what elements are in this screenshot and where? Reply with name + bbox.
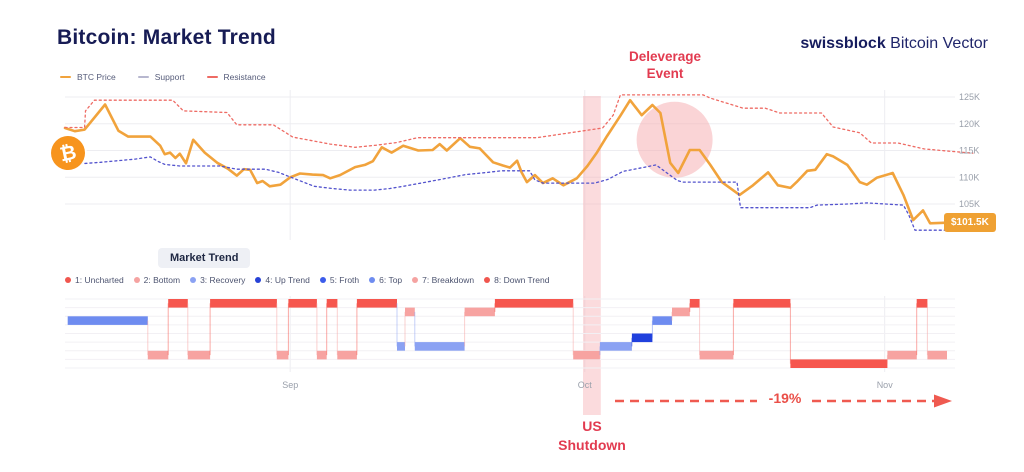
regime-segment-2 [187, 350, 211, 360]
regime-segment-2 [276, 350, 289, 360]
x-axis-label: Oct [578, 380, 593, 390]
deleverage-highlight-circle [636, 101, 713, 178]
regime-dot-icon [319, 277, 326, 283]
regime-segment-8 [689, 299, 700, 308]
regime-segment-1 [790, 359, 888, 368]
regime-dot-icon [190, 277, 197, 283]
regime-segment-2 [699, 350, 734, 360]
legend-item-btc-price: BTC Price [60, 72, 116, 82]
legend-dash-icon [137, 76, 149, 78]
current-price-badge: $101.5K [944, 213, 996, 232]
regime-segment-3 [414, 342, 465, 351]
brand-product: Bitcoin Vector [885, 35, 988, 52]
regime-dot-icon [255, 277, 262, 283]
regime-dot-icon [133, 277, 140, 283]
legend-label: BTC Price [77, 72, 116, 82]
regime-segment-4 [631, 333, 653, 343]
regime-legend-item-7-breakdown: 7: Breakdown [412, 275, 474, 285]
regime-segment-8 [168, 299, 188, 308]
regime-segment-6 [652, 316, 672, 325]
regime-legend-label: 5: Froth [329, 275, 360, 285]
regime-legend-label: 1: Uncharted [75, 275, 124, 285]
regime-dot-icon [65, 277, 71, 283]
regime-segment-7 [464, 307, 495, 317]
regime-segment-8 [356, 299, 397, 308]
regime-segment-7 [672, 307, 690, 317]
legend-dash-icon [60, 76, 71, 78]
us-shutdown-line1: US [582, 418, 602, 434]
regime-segment-2 [573, 350, 600, 360]
deleverage-annotation-line2: Event [646, 66, 684, 81]
x-axis-label: Sep [282, 380, 298, 390]
deleverage-annotation-line1: Deleverage [628, 49, 702, 64]
price-chart-legend: BTC Price Support Resistance [60, 72, 266, 82]
regime-legend-item-1-uncharted: 1: Uncharted [65, 275, 124, 285]
legend-item-support: Support [137, 72, 185, 82]
regime-dot-icon [412, 277, 419, 283]
legend-label: Support [154, 72, 185, 82]
legend-dash-icon [206, 76, 218, 78]
regime-legend-label: 3: Recovery [200, 275, 246, 285]
drawdown-arrow-head [934, 394, 952, 408]
us-shutdown-band [583, 96, 601, 415]
regime-segment-8 [494, 299, 574, 308]
btc-price-line [63, 98, 949, 225]
regime-legend-item-5-froth: 5: Froth [319, 275, 360, 285]
y-axis-label: 125K [959, 92, 980, 102]
regime-legend-item-6-top: 6: Top [369, 275, 402, 285]
regime-legend-label: 4: Up Trend [265, 275, 310, 285]
legend-item-resistance: Resistance [206, 72, 266, 82]
us-shutdown-annotation: US Shutdown [527, 417, 657, 455]
regime-legend: 1: Uncharted 2: Bottom 3: Recovery 4: Up Tr… [65, 275, 549, 285]
regime-segment-7 [405, 307, 415, 317]
regime-segment-8 [733, 299, 791, 308]
brand-name: swissblock [800, 35, 886, 52]
y-axis-label: 105K [959, 199, 980, 209]
deleverage-event-annotation: Deleverage Event [600, 48, 730, 82]
legend-label: Resistance [223, 72, 266, 82]
regime-segment-2 [337, 350, 357, 360]
regime-dot-icon [369, 277, 376, 283]
regime-legend-label: 6: Top [379, 275, 403, 285]
regime-segment-8 [916, 299, 928, 308]
regime-legend-item-2-bottom: 2: Bottom [133, 275, 181, 285]
regime-legend-label: 8: Down Trend [494, 275, 550, 285]
page-title: Bitcoin: Market Trend [57, 26, 276, 49]
regime-segment-3 [397, 342, 405, 351]
regime-segment-2 [316, 350, 327, 360]
regime-segment-8 [210, 299, 277, 308]
support-line [64, 156, 948, 231]
regime-segment-2 [887, 350, 917, 360]
regime-segment-2 [927, 350, 947, 360]
regime-segment-8 [288, 299, 317, 308]
resistance-line [64, 94, 974, 154]
regime-legend-label: 2: Bottom [143, 275, 181, 285]
y-axis-label: 110K [959, 172, 979, 182]
regime-dot-icon [484, 277, 491, 283]
y-axis-label: 115K [959, 146, 979, 156]
brand-logo: swissblock Bitcoin Vector [800, 35, 988, 53]
y-axis-label: 120K [959, 119, 980, 129]
regime-segment-8 [326, 299, 338, 308]
drawdown-percentage-label: -19% [768, 390, 802, 406]
regime-segment-3 [599, 342, 632, 351]
us-shutdown-line2: Shutdown [558, 437, 626, 453]
regime-segment-2 [147, 350, 169, 360]
regime-legend-label: 7: Breakdown [422, 275, 475, 285]
regime-legend-item-3-recovery: 3: Recovery [190, 275, 245, 285]
market-trend-button[interactable]: Market Trend [158, 248, 251, 268]
regime-segment-6 [67, 316, 148, 325]
regime-legend-item-8-down-trend: 8: Down Trend [484, 275, 549, 285]
x-axis-label: Nov [877, 380, 894, 390]
regime-legend-item-4-up-trend: 4: Up Trend [255, 275, 310, 285]
